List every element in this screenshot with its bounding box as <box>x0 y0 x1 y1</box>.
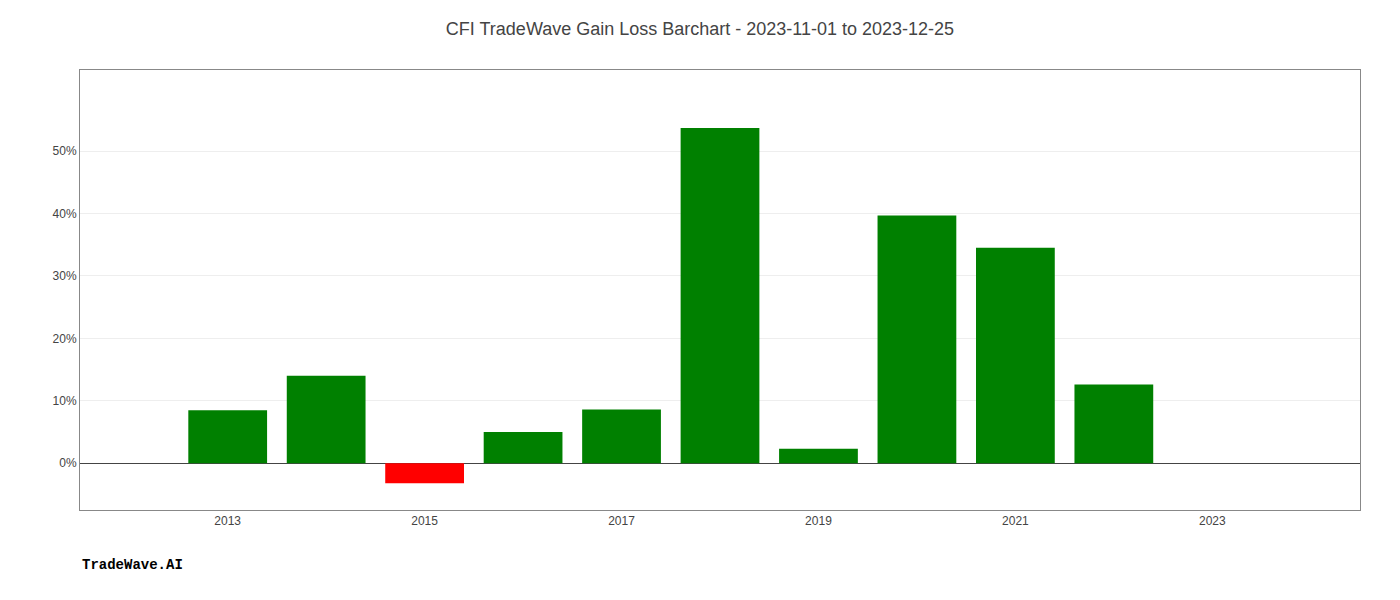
svg-text:2019: 2019 <box>805 514 832 528</box>
svg-text:10%: 10% <box>53 394 77 408</box>
svg-text:2015: 2015 <box>411 514 438 528</box>
svg-text:2021: 2021 <box>1002 514 1029 528</box>
svg-text:2023: 2023 <box>1199 514 1226 528</box>
svg-text:30%: 30% <box>53 269 77 283</box>
svg-text:TradeWave.AI: TradeWave.AI <box>82 557 183 573</box>
svg-text:CFI TradeWave Gain Loss Barcha: CFI TradeWave Gain Loss Barchart - 2023-… <box>446 19 954 39</box>
svg-text:2017: 2017 <box>608 514 635 528</box>
svg-text:50%: 50% <box>53 144 77 158</box>
svg-text:20%: 20% <box>53 332 77 346</box>
svg-text:2013: 2013 <box>214 514 241 528</box>
svg-text:0%: 0% <box>59 456 77 470</box>
svg-text:40%: 40% <box>53 207 77 221</box>
